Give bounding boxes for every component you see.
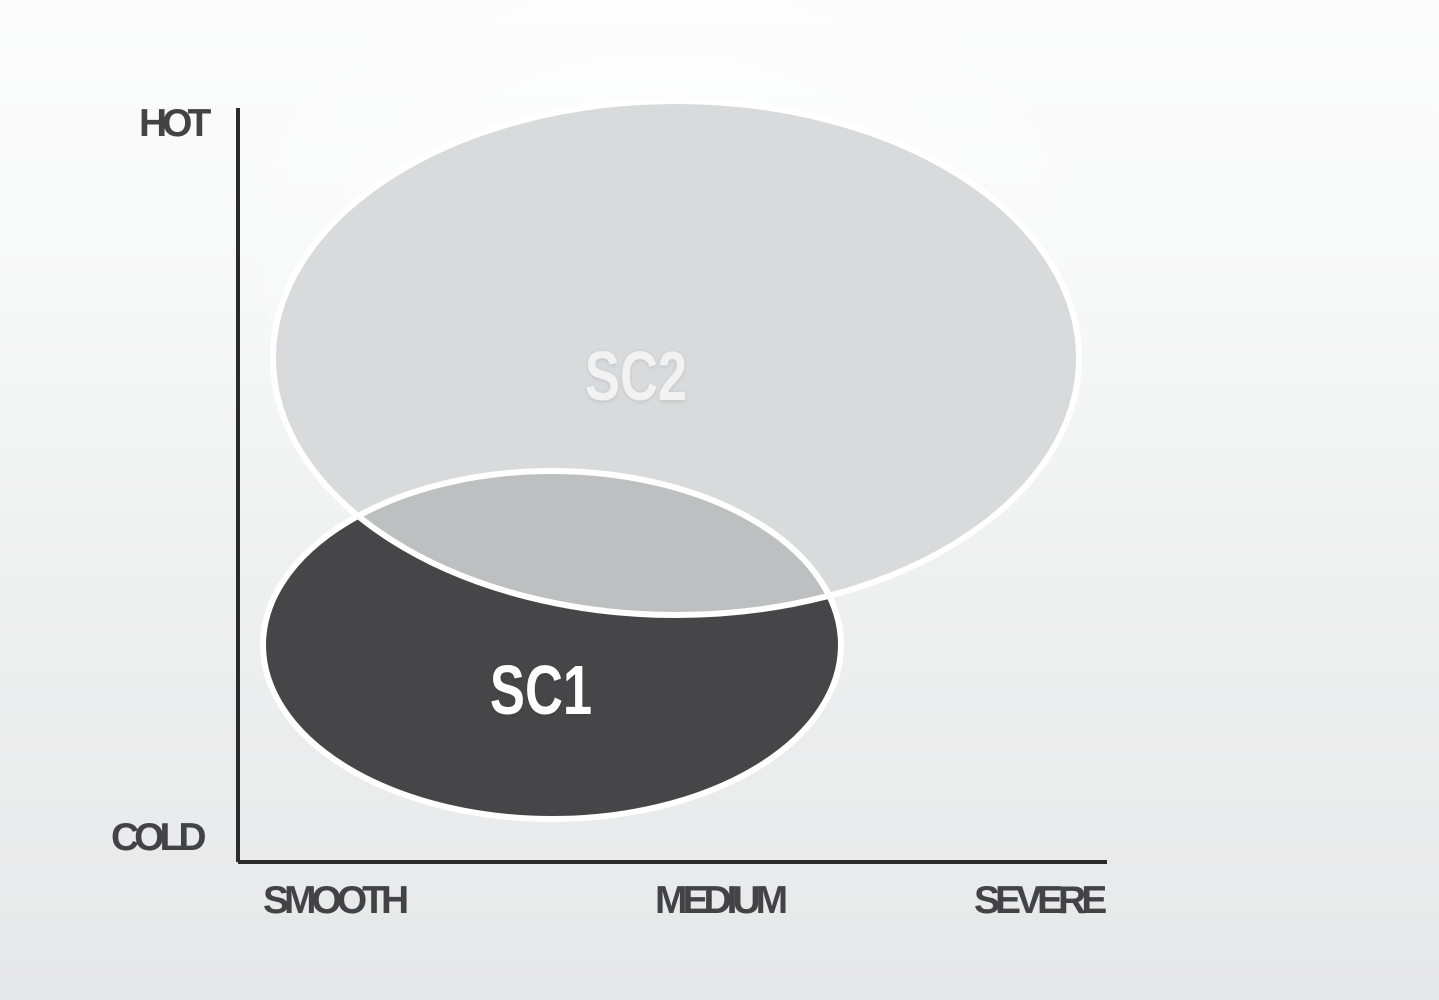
svg-text:SC2: SC2 — [585, 338, 687, 416]
svg-text:SC1: SC1 — [490, 652, 592, 730]
